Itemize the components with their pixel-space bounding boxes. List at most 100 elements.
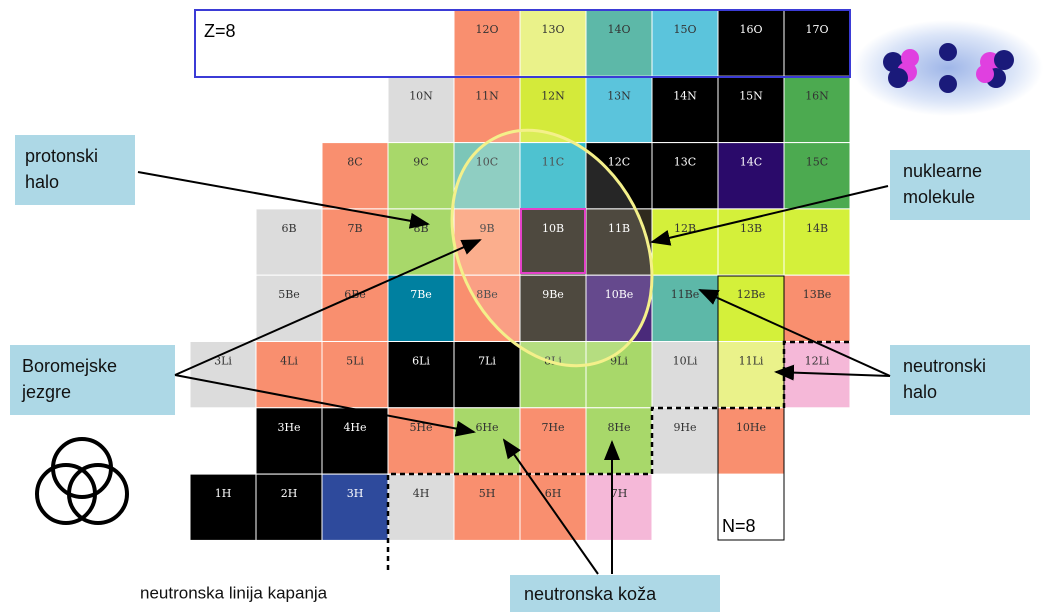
nuclide-cell: [717, 407, 785, 475]
nuclide-cell: [321, 407, 389, 475]
nuclide-cell: [717, 341, 785, 409]
highlight: [520, 208, 586, 274]
annotation: nuklearne: [903, 161, 982, 181]
nuclide-label: 8C: [347, 156, 362, 169]
nuclide-cell: [387, 274, 455, 343]
nuclide-cell: [651, 274, 719, 343]
drip-line: [386, 340, 850, 570]
nuclide-label: 15O: [673, 23, 696, 36]
nuclide-cell: [321, 142, 389, 210]
nuclide-label: 10Be: [605, 288, 634, 301]
nuclide-label: 7H: [611, 487, 628, 500]
nuclide-cell: [387, 75, 455, 144]
nuclide-label: 1H: [215, 487, 232, 500]
n8-box: [719, 474, 783, 539]
nuclide-cell: [783, 9, 851, 77]
nuclide-label: 11N: [475, 89, 499, 102]
nuclide-label: 10N: [409, 89, 433, 102]
nuclide-label: 12Be: [737, 288, 766, 301]
z-label-box: [195, 10, 454, 77]
nuclide-cell: [651, 9, 719, 77]
nuclide-label: 12C: [608, 156, 630, 169]
nuclide-label: 6Li: [412, 355, 430, 368]
nuclide-label: 6B: [281, 222, 296, 235]
nuclide-label: 9Be: [542, 288, 564, 301]
nuclide-label: 13C: [674, 156, 696, 169]
z8-frame: [194, 9, 851, 78]
nuclide-cell: [387, 142, 455, 210]
nuclide-cell: [387, 407, 455, 475]
nuclide-label: 12O: [475, 23, 498, 36]
nuclide-cell: [783, 75, 851, 144]
nuclide-cell: [255, 208, 323, 276]
nuclide-cell: [651, 208, 719, 276]
nuclide-label: 3H: [347, 487, 364, 500]
nuclide-cell: [519, 142, 587, 210]
nuclide-cell: [453, 9, 521, 77]
nuclide-label: 15N: [739, 89, 763, 102]
nuclide-label: 3Li: [214, 355, 232, 368]
nuclide-label: 11Be: [671, 288, 700, 301]
nuclide-label: 10Li: [673, 355, 698, 368]
annotation-box: [510, 575, 720, 612]
nuclide-cell: [519, 473, 587, 541]
molecule-ellipse: [450, 128, 654, 368]
annotation: molekule: [903, 187, 975, 207]
nuclide-cell: [651, 341, 719, 409]
annotation: jezgre: [21, 382, 71, 402]
z-label: Z=8: [204, 21, 236, 41]
nuclide-label: 13N: [607, 89, 631, 102]
nuclide-label: 6He: [475, 421, 498, 434]
nuclide-cell: [453, 407, 521, 475]
nuclide-label: 4Li: [280, 355, 298, 368]
nuclide-label: 9He: [673, 421, 696, 434]
nuclide-label: 9C: [413, 156, 428, 169]
nuclide-cell: [585, 142, 653, 210]
nuclide-cell: [255, 341, 323, 409]
nuclide-cell: [453, 473, 521, 541]
nuclide-label: 11B: [608, 222, 630, 235]
nuclide-label: 13B: [740, 222, 762, 235]
nuclide-cell: [387, 341, 455, 409]
nuclide-label: 13O: [541, 23, 564, 36]
nuclide-label: 12N: [541, 89, 565, 102]
nuclide-cell: [651, 75, 719, 144]
nuclide-label: 14N: [673, 89, 697, 102]
nuclide-label: 12Li: [805, 355, 830, 368]
nuclide-label: 10B: [542, 222, 564, 235]
nuclide-cell: [783, 142, 851, 210]
nuclide-label: 5Li: [346, 355, 364, 368]
nuclide-cell: [519, 407, 587, 475]
nuclide-label: 16N: [805, 89, 829, 102]
nuclide-cell: [519, 208, 587, 276]
nuclide-label: 14B: [806, 222, 828, 235]
nuclide-cell: [783, 274, 851, 343]
nuclide-cell: [783, 208, 851, 276]
nuclide-label: 10C: [476, 156, 498, 169]
molecule-icon: [853, 20, 1043, 116]
nuclide-cell: [717, 142, 785, 210]
nuclide-label: 8He: [607, 421, 630, 434]
nuclide-label: 7He: [541, 421, 564, 434]
annotation: halo: [903, 382, 937, 402]
nuclide-label: 4He: [343, 421, 366, 434]
nuclide-label: 7B: [347, 222, 362, 235]
annotation: Boromejske: [22, 356, 117, 376]
nuclide-label: 5H: [479, 487, 496, 500]
annotation: protonski: [25, 146, 98, 166]
nuclide-cell: [189, 341, 257, 409]
nuclide-cell: [255, 407, 323, 475]
nuclide-cell: [585, 75, 653, 144]
nuclide-cell: [585, 9, 653, 77]
nuclide-cell: [189, 473, 257, 541]
nuclide-cell: [321, 473, 389, 541]
nuclide-cell: [717, 75, 785, 144]
nuclide-label: 5He: [409, 421, 432, 434]
annotation: neutronski: [903, 356, 986, 376]
nuclide-cell: [717, 208, 785, 276]
nuclide-label: 6H: [545, 487, 562, 500]
nuclide-label: 15C: [806, 156, 828, 169]
nuclide-label: 10He: [736, 421, 766, 434]
nuclide-cell: [453, 274, 521, 343]
